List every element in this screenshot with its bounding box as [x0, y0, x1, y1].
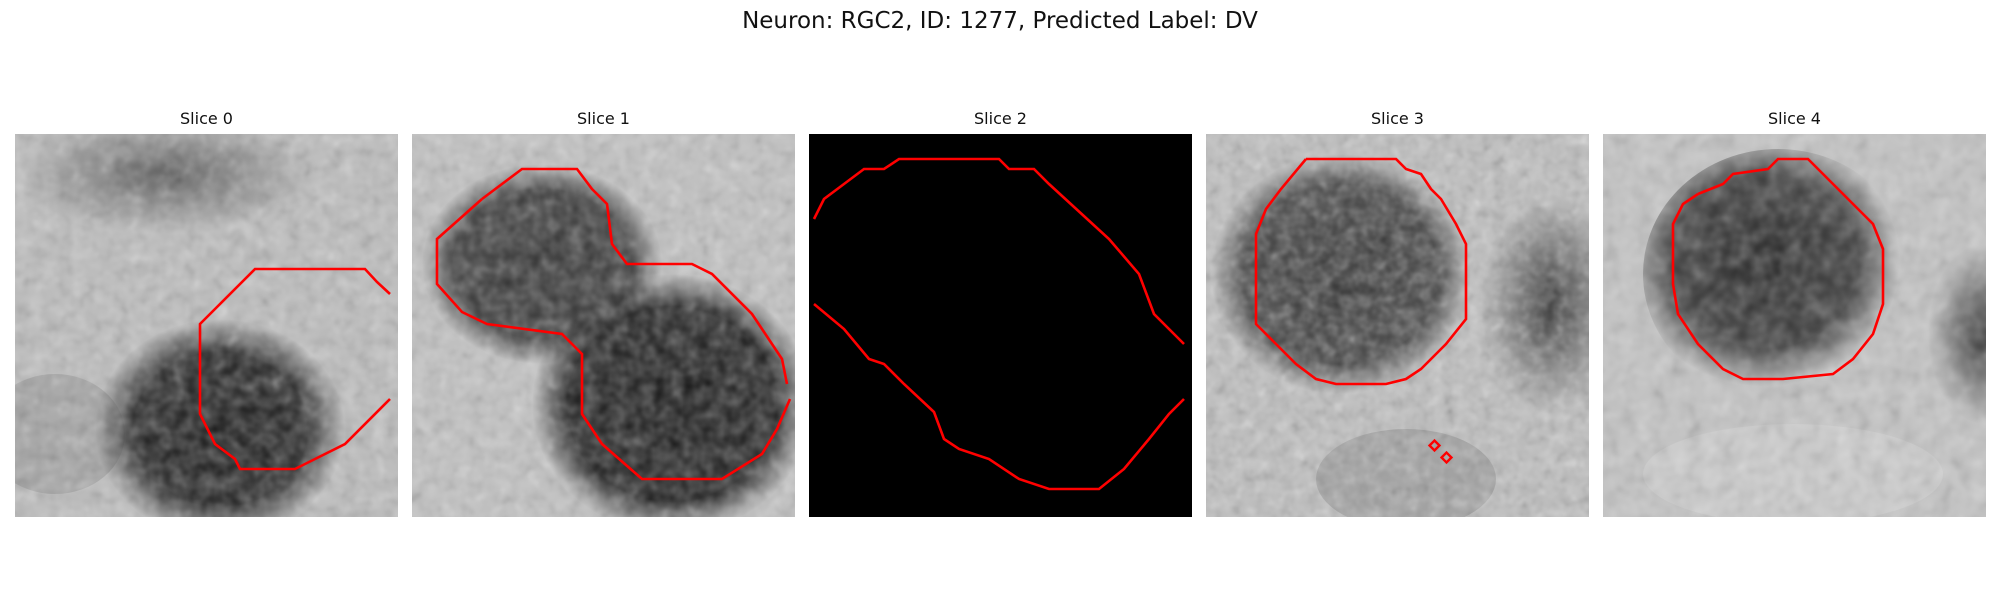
slice-image: [412, 134, 795, 517]
slice-panels: Slice 0: [0, 108, 2000, 518]
slice-title: Slice 4: [1603, 108, 1986, 130]
slice-title: Slice 0: [15, 108, 398, 130]
slice-panel: Slice 3: [1206, 108, 1589, 518]
slice-panel: Slice 4: [1603, 108, 1986, 518]
slice-image: [1206, 134, 1589, 517]
slice-title: Slice 2: [809, 108, 1192, 130]
slice-image: [15, 134, 398, 517]
figure-title: Neuron: RGC2, ID: 1277, Predicted Label:…: [0, 6, 2000, 36]
slice-image: [1603, 134, 1986, 517]
slice-panel: Slice 0: [15, 108, 398, 518]
slice-panel: Slice 2: [809, 108, 1192, 518]
slice-panel: Slice 1: [412, 108, 795, 518]
slice-title: Slice 1: [412, 108, 795, 130]
slice-image: [809, 134, 1192, 517]
slice-title: Slice 3: [1206, 108, 1589, 130]
